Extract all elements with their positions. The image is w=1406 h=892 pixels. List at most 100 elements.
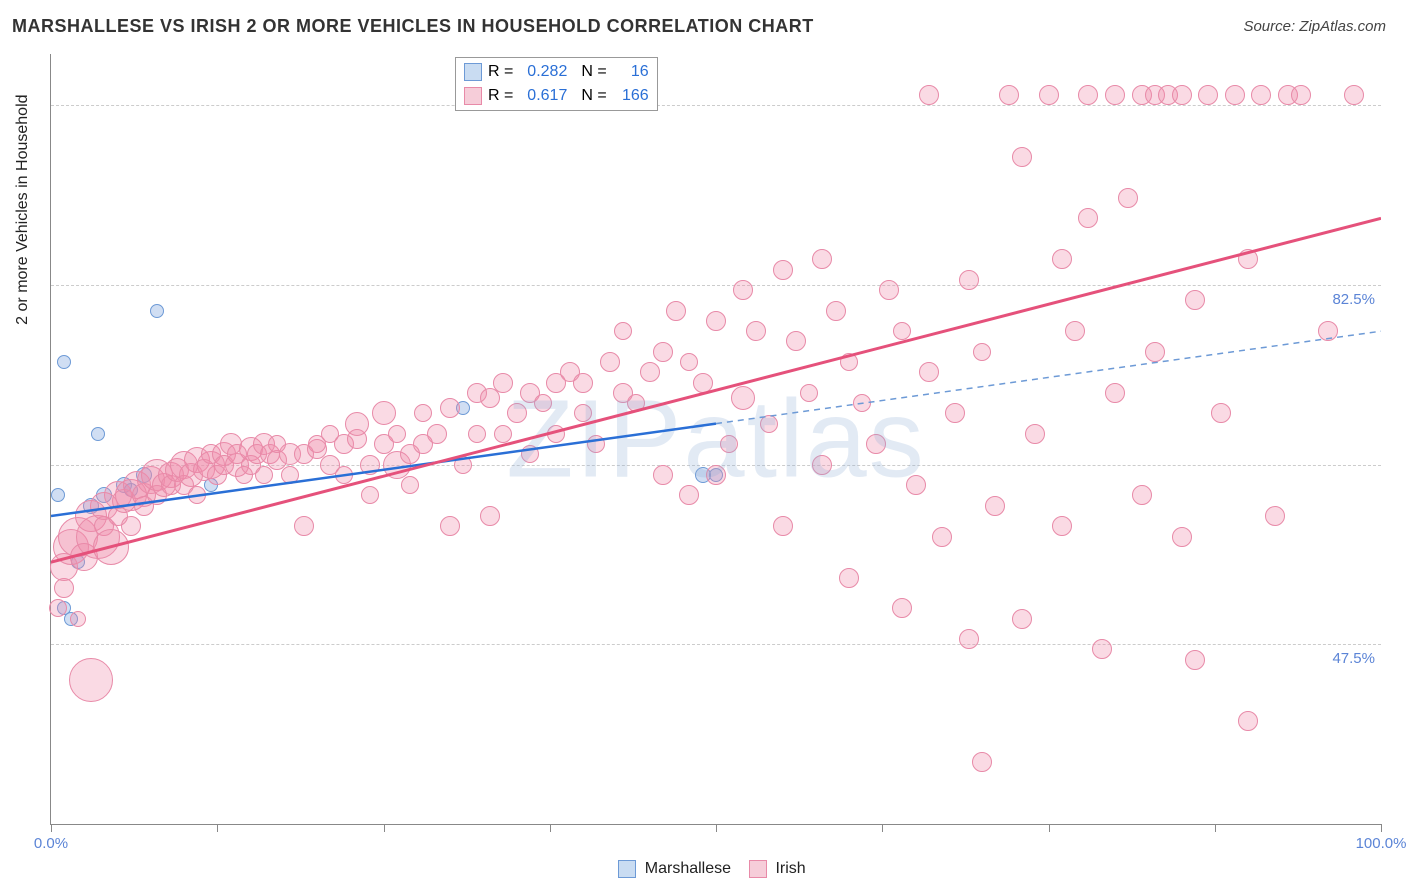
irish-point <box>1052 249 1072 269</box>
irish-point <box>1225 85 1245 105</box>
irish-point <box>1185 290 1205 310</box>
irish-point <box>959 629 979 649</box>
irish-point <box>493 373 513 393</box>
irish-point <box>746 321 766 341</box>
legend-row-irish: R = 0.617 N = 166 <box>464 84 649 108</box>
irish-point <box>1185 650 1205 670</box>
marshallese-swatch-icon <box>618 860 636 878</box>
irish-point <box>188 486 206 504</box>
irish-point <box>853 394 871 412</box>
legend-correlation-box: R = 0.282 N = 16 R = 0.617 N = 166 <box>455 57 658 111</box>
irish-point <box>534 394 552 412</box>
gridline-h <box>51 105 1381 106</box>
irish-point <box>507 403 527 423</box>
irish-point <box>573 373 593 393</box>
irish-point <box>494 425 512 443</box>
irish-point <box>574 404 592 422</box>
irish-point <box>1012 147 1032 167</box>
irish-point <box>1172 527 1192 547</box>
r-value: 0.282 <box>519 63 567 81</box>
x-tick-label: 0.0% <box>34 835 68 852</box>
irish-point <box>653 465 673 485</box>
irish-point <box>614 322 632 340</box>
irish-point <box>1105 383 1125 403</box>
irish-swatch-icon <box>749 860 767 878</box>
legend-row-marshallese: R = 0.282 N = 16 <box>464 60 649 84</box>
x-tick <box>217 824 218 832</box>
y-tick-label: 47.5% <box>1332 650 1375 667</box>
irish-point <box>679 485 699 505</box>
irish-point <box>1265 506 1285 526</box>
y-tick-label: 82.5% <box>1332 291 1375 308</box>
x-tick <box>716 824 717 832</box>
irish-swatch-icon <box>464 87 482 105</box>
irish-point <box>521 445 539 463</box>
irish-point <box>760 415 778 433</box>
irish-point <box>1092 639 1112 659</box>
x-tick <box>1381 824 1382 832</box>
legend-label-irish: Irish <box>771 860 806 877</box>
irish-point <box>49 599 67 617</box>
irish-point <box>731 386 755 410</box>
r-label: R = <box>488 87 513 105</box>
irish-point <box>361 486 379 504</box>
irish-point <box>733 280 753 300</box>
irish-point <box>906 475 926 495</box>
irish-point <box>1078 208 1098 228</box>
irish-point <box>720 435 738 453</box>
gridline-h <box>51 285 1381 286</box>
irish-point <box>893 322 911 340</box>
irish-point <box>1118 188 1138 208</box>
irish-point <box>480 506 500 526</box>
x-tick <box>1215 824 1216 832</box>
irish-point <box>706 465 726 485</box>
irish-point <box>468 425 486 443</box>
irish-point <box>666 301 686 321</box>
irish-point <box>839 568 859 588</box>
irish-point <box>1132 485 1152 505</box>
irish-point <box>1211 403 1231 423</box>
n-label: N = <box>581 63 606 81</box>
irish-point <box>840 353 858 371</box>
irish-point <box>1078 85 1098 105</box>
irish-point <box>388 425 406 443</box>
irish-point <box>401 476 419 494</box>
irish-point <box>69 658 113 702</box>
r-label: R = <box>488 63 513 81</box>
irish-point <box>335 466 353 484</box>
irish-point <box>1025 424 1045 444</box>
irish-point <box>294 516 314 536</box>
irish-point <box>1251 85 1271 105</box>
x-tick <box>882 824 883 832</box>
irish-point <box>1198 85 1218 105</box>
n-value: 16 <box>613 63 649 81</box>
irish-point <box>547 425 565 443</box>
irish-point <box>773 516 793 536</box>
gridline-h <box>51 644 1381 645</box>
n-value: 166 <box>613 87 649 105</box>
irish-point <box>1238 249 1258 269</box>
irish-point <box>1052 516 1072 536</box>
irish-point <box>372 401 396 425</box>
irish-point <box>587 435 605 453</box>
irish-point <box>627 394 645 412</box>
irish-point <box>892 598 912 618</box>
irish-point <box>70 611 86 627</box>
irish-point <box>1238 711 1258 731</box>
irish-point <box>1039 85 1059 105</box>
x-tick <box>550 824 551 832</box>
n-label: N = <box>581 87 606 105</box>
irish-point <box>640 362 660 382</box>
legend-label-marshallese: Marshallese <box>640 860 731 877</box>
irish-point <box>427 424 447 444</box>
marshallese-point <box>51 488 65 502</box>
irish-point <box>866 434 886 454</box>
irish-point <box>680 353 698 371</box>
irish-point <box>454 456 472 474</box>
irish-point <box>1318 321 1338 341</box>
irish-point <box>919 85 939 105</box>
irish-point <box>972 752 992 772</box>
irish-point <box>812 249 832 269</box>
chart-title: MARSHALLESE VS IRISH 2 OR MORE VEHICLES … <box>12 16 814 37</box>
r-value: 0.617 <box>519 87 567 105</box>
